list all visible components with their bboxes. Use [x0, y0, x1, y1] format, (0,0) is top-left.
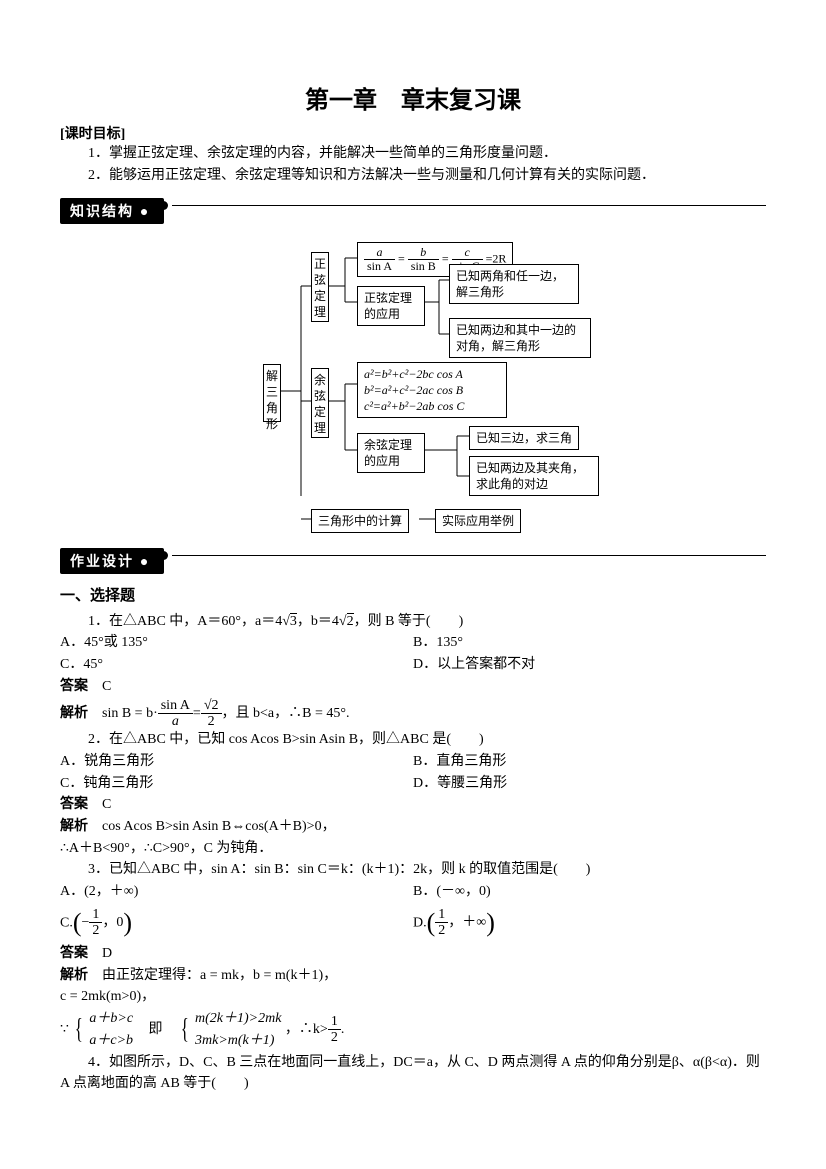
question-4: 4．如图所示，D、C、B 三点在地面同一直线上，DC＝a，从 C、D 两点测得 …: [60, 1052, 766, 1095]
cos-formula-box: a²=b²+c²−2bc cos A b²=a²+c²−2ac cos B c²…: [357, 362, 507, 419]
question-2: 2．在△ABC 中，已知 cos Acos B>sin Asin B，则△ABC…: [60, 729, 766, 859]
q1-ans-label: 答案: [60, 679, 88, 694]
cos-app2-box: 已知两边及其夹角，求此角的对边: [469, 456, 599, 496]
q2-optB: B．直角三角形: [413, 751, 766, 773]
q3-exp-label: 解析: [60, 968, 88, 983]
q1-eq: =: [193, 703, 201, 725]
divider-line-2: [172, 555, 766, 556]
q1-optC: C．45°: [60, 654, 413, 676]
cf1: a²=b²+c²−2bc cos A: [364, 367, 463, 381]
q2-stem: 2．在△ABC 中，已知 cos Acos B>sin Asin B，则△ABC…: [60, 729, 766, 751]
q3-e3-t2: .: [341, 1019, 345, 1041]
q3-optD-pre: D.: [413, 915, 427, 930]
q3-Cn: 1: [89, 907, 102, 923]
q2-exp-label: 解析: [60, 819, 88, 834]
sine-app1-box: 已知两角和任一边，解三角形: [449, 264, 579, 304]
q3-optC-l: −: [82, 912, 90, 934]
q1-f2n: √2: [201, 698, 222, 714]
q3-optA: A．(2，＋∞): [60, 881, 413, 903]
example-box: 实际应用举例: [435, 509, 521, 533]
sf-sa: sin A: [364, 260, 395, 273]
q3-optD-r: ，＋∞: [448, 912, 486, 934]
sf-a: a: [364, 246, 395, 260]
q1-sqrt3: 3: [290, 613, 297, 629]
q3-Dn: 1: [435, 907, 448, 923]
divider-line: [172, 205, 766, 206]
q3-optC: C.(−12，0): [60, 903, 413, 943]
q3-e3-c: m(2k＋1)>2mk: [195, 1008, 281, 1030]
q1-sqrt2: 2: [347, 613, 354, 629]
mcq-heading: 一、选择题: [60, 584, 766, 605]
q1-exp-label: 解析: [60, 706, 88, 721]
goal-1: 1．掌握正弦定理、余弦定理的内容，并能解决一些简单的三角形度量问题．: [60, 143, 766, 165]
q1-post: ，则 B 等于( ): [354, 614, 464, 629]
q3-Dd: 2: [435, 923, 448, 938]
homework-pill-label: 作业设计: [70, 553, 134, 569]
q1-mid: ，b＝4: [297, 614, 339, 629]
q2-ans: C: [102, 797, 111, 812]
q3-e3-tn: 1: [328, 1014, 341, 1030]
goal-2: 2．能够运用正弦定理、余弦定理等知识和方法解决一些与测量和几何计算有关的实际问题…: [60, 165, 766, 187]
q1-stem: 1．在△ABC 中，A＝60°，a＝4: [88, 614, 282, 629]
sf-b: b: [408, 246, 439, 260]
q3-optC-r: ，0: [102, 912, 123, 934]
q2-optC: C．钝角三角形: [60, 773, 413, 795]
q2-optA: A．锐角三角形: [60, 751, 413, 773]
q1-ans: C: [102, 679, 111, 694]
q1-optA: A．45°或 135°: [60, 632, 413, 654]
q3-Cd: 2: [89, 923, 102, 938]
q3-optD: D.(12，＋∞): [413, 903, 766, 943]
q1-optD: D．以上答案都不对: [413, 654, 766, 676]
cos-app1-box: 已知三边，求三角: [469, 426, 579, 450]
q3-ans-label: 答案: [60, 946, 88, 961]
q2-optD: D．等腰三角形: [413, 773, 766, 795]
pill-dot-icon: [159, 201, 168, 210]
q3-e3-mid: 即: [149, 1019, 163, 1041]
q3-stem: 3．已知△ABC 中，sin A：sin B：sin C＝k：(k＋1)：2k，…: [60, 859, 766, 881]
q3-exp1: 由正弦定理得：a = mk，b = m(k＋1)，: [102, 968, 337, 983]
q1-f2d: 2: [201, 714, 222, 729]
q3-e3-a: a＋b>c: [89, 1008, 133, 1030]
sine-app2-box: 已知两边和其中一边的对角，解三角形: [449, 318, 591, 358]
question-3: 3．已知△ABC 中，sin A：sin B：sin C＝k：(k＋1)：2k，…: [60, 859, 766, 1051]
q3-optB: B．(－∞，0): [413, 881, 766, 903]
sine-law-box: 正弦定理: [311, 252, 329, 322]
q1-exp-pre: sin B = b·: [102, 703, 158, 725]
q3-ans: D: [102, 946, 112, 961]
cf3: c²=a²+b²−2ab cos C: [364, 399, 464, 413]
q4-stem: 4．如图所示，D、C、B 三点在地面同一直线上，DC＝a，从 C、D 两点测得 …: [60, 1052, 766, 1095]
q3-e3-td: 2: [328, 1030, 341, 1045]
q3-e3-t1: ，∴k>: [285, 1019, 328, 1041]
cos-app-box: 余弦定理的应用: [357, 433, 425, 473]
q3-e3-d: 3mk>m(k＋1): [195, 1030, 281, 1052]
goals-label: [课时目标]: [60, 123, 766, 143]
q2-ans-label: 答案: [60, 797, 88, 812]
cos-law-box: 余弦定理: [311, 368, 329, 438]
q2-exp1: cos Acos B>sin Asin B⇔cos(A＋B)>0，: [102, 819, 336, 834]
q3-exp3: ∵ { a＋b>c a＋c>b 即 { m(2k＋1)>2mk 3mk>m(k＋…: [60, 1008, 766, 1051]
sine-app-box: 正弦定理的应用: [357, 286, 425, 326]
q3-optC-pre: C.: [60, 915, 73, 930]
page-title: 第一章 章末复习课: [60, 80, 766, 115]
tri-calc-box: 三角形中的计算: [311, 509, 409, 533]
sf-c: c: [452, 246, 483, 260]
q1-optB: B．135°: [413, 632, 766, 654]
q1-exp-post: ，且 b<a，∴B = 45°.: [222, 703, 350, 725]
q1-f1n: sin A: [158, 698, 193, 714]
q3-e3-b: a＋c>b: [89, 1030, 133, 1052]
q3-e3-lead: ∵: [60, 1019, 69, 1041]
sf-sb: sin B: [408, 260, 439, 273]
question-1: 1．在△ABC 中，A＝60°，a＝4√3，b＝4√2，则 B 等于( ) A．…: [60, 611, 766, 730]
structure-pill-label: 知识结构: [70, 203, 134, 219]
q1-f1d: a: [158, 714, 193, 729]
q2-exp2: ∴A＋B<90°，∴C>90°，C 为钝角．: [60, 838, 766, 860]
cf2: b²=a²+c²−2ac cos B: [364, 383, 463, 397]
structure-pill: 知识结构 ●: [60, 198, 164, 224]
homework-pill: 作业设计 ●: [60, 548, 164, 574]
pill-dot-icon-2: [159, 551, 168, 560]
root-box: 解三角形: [263, 364, 281, 422]
knowledge-diagram: 解三角形 正弦定理 asin A = bsin B = csin C =2R 正…: [133, 236, 693, 534]
q3-exp2: c = 2mk(m>0)，: [60, 986, 766, 1008]
